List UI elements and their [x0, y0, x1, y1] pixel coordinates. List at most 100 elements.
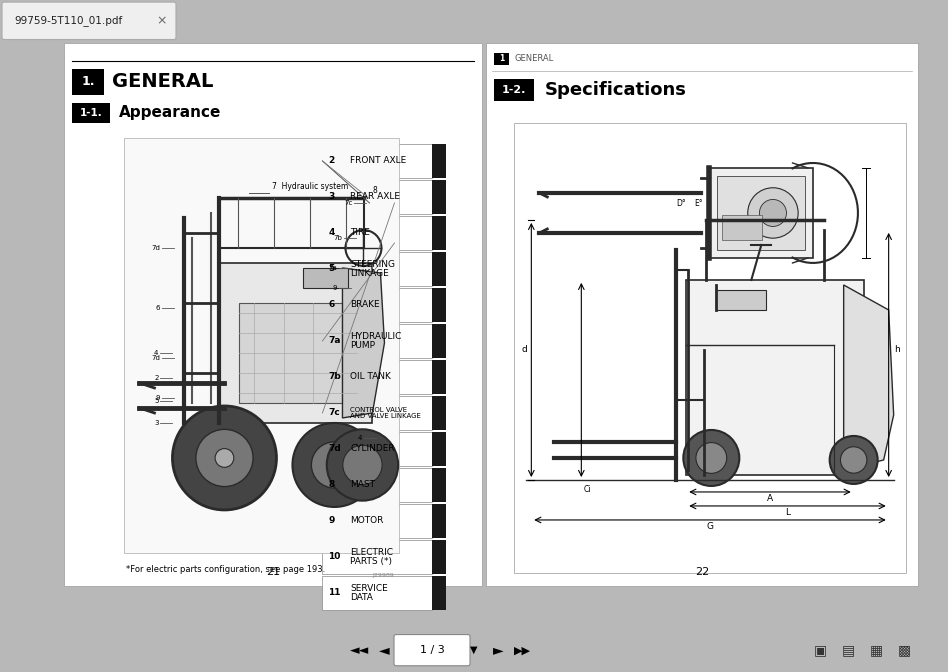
- Bar: [322, 360, 432, 394]
- Text: 9: 9: [333, 285, 337, 291]
- Circle shape: [759, 200, 787, 226]
- Circle shape: [327, 458, 342, 472]
- Text: 4: 4: [358, 435, 362, 441]
- Text: 3: 3: [154, 420, 158, 426]
- Bar: [432, 540, 447, 574]
- Text: 1.: 1.: [82, 75, 95, 89]
- Text: MOTOR: MOTOR: [351, 517, 384, 526]
- Text: TIRE: TIRE: [351, 228, 371, 237]
- Bar: [432, 396, 447, 430]
- Text: 8: 8: [328, 480, 335, 489]
- FancyBboxPatch shape: [394, 634, 470, 666]
- Text: REAR AXLE: REAR AXLE: [351, 192, 400, 202]
- Text: ×: ×: [156, 14, 167, 28]
- Text: ◄: ◄: [378, 643, 390, 657]
- Bar: [64, 43, 482, 586]
- Bar: [322, 180, 432, 214]
- Text: 22: 22: [695, 567, 709, 577]
- Circle shape: [841, 447, 866, 473]
- Bar: [303, 268, 349, 288]
- Text: 7d: 7d: [328, 444, 341, 454]
- Circle shape: [327, 429, 398, 501]
- Text: 7a: 7a: [328, 337, 341, 345]
- Text: h: h: [894, 345, 900, 354]
- Bar: [717, 176, 805, 250]
- Bar: [686, 280, 864, 475]
- Text: 7c: 7c: [328, 409, 340, 417]
- Text: 9: 9: [328, 517, 335, 526]
- Text: ▼: ▼: [470, 645, 478, 655]
- Circle shape: [684, 430, 739, 486]
- Text: 21: 21: [266, 567, 280, 577]
- Bar: [432, 504, 447, 538]
- Bar: [494, 53, 509, 65]
- Text: 6: 6: [328, 300, 335, 310]
- Text: 8: 8: [373, 186, 377, 195]
- Text: 4: 4: [328, 228, 335, 237]
- Bar: [432, 432, 447, 466]
- Text: ▤: ▤: [842, 643, 854, 657]
- Text: 5: 5: [328, 265, 335, 274]
- Text: G: G: [706, 522, 714, 531]
- Bar: [72, 103, 111, 123]
- Polygon shape: [342, 268, 385, 418]
- Text: Ci: Ci: [583, 485, 591, 494]
- Text: 4: 4: [155, 350, 158, 356]
- Text: d: d: [521, 345, 527, 354]
- Text: Appearance: Appearance: [118, 106, 221, 120]
- Bar: [322, 144, 432, 178]
- Text: A: A: [767, 494, 773, 503]
- Circle shape: [215, 449, 234, 467]
- Bar: [322, 432, 432, 466]
- Bar: [709, 168, 813, 258]
- Bar: [72, 69, 104, 95]
- Text: 6: 6: [156, 305, 160, 311]
- Circle shape: [748, 187, 798, 238]
- Text: J29989: J29989: [373, 573, 394, 578]
- Bar: [432, 576, 447, 610]
- Bar: [240, 303, 357, 403]
- Text: 5: 5: [155, 398, 158, 404]
- Text: OIL TANK: OIL TANK: [351, 372, 392, 382]
- Text: 11: 11: [328, 589, 341, 597]
- Bar: [432, 360, 447, 394]
- Bar: [432, 252, 447, 286]
- Circle shape: [173, 406, 277, 510]
- FancyBboxPatch shape: [2, 2, 176, 40]
- Text: 1 / 3: 1 / 3: [420, 645, 445, 655]
- Bar: [432, 468, 447, 502]
- Bar: [432, 288, 447, 322]
- Bar: [124, 138, 399, 553]
- Text: 10: 10: [328, 552, 341, 562]
- Bar: [432, 216, 447, 250]
- Text: 99759-5T110_01.pdf: 99759-5T110_01.pdf: [14, 15, 122, 26]
- Circle shape: [830, 436, 878, 484]
- Text: ◄◄: ◄◄: [351, 644, 370, 657]
- Circle shape: [293, 423, 376, 507]
- Bar: [721, 215, 762, 240]
- Bar: [432, 144, 447, 178]
- Bar: [322, 576, 432, 610]
- Bar: [322, 504, 432, 538]
- Bar: [322, 216, 432, 250]
- Text: ►: ►: [493, 643, 503, 657]
- Text: 3: 3: [328, 192, 335, 202]
- Text: ▣: ▣: [813, 643, 827, 657]
- Text: 7c: 7c: [344, 200, 353, 206]
- Text: L: L: [785, 508, 790, 517]
- Text: 1: 1: [500, 54, 504, 63]
- Polygon shape: [844, 285, 894, 470]
- Circle shape: [696, 443, 727, 473]
- Circle shape: [196, 429, 253, 487]
- Text: 1-2.: 1-2.: [502, 85, 526, 95]
- Text: 7b: 7b: [334, 235, 342, 241]
- Bar: [220, 263, 373, 423]
- Text: CYLINDER: CYLINDER: [351, 444, 395, 454]
- Text: D°: D°: [677, 199, 686, 208]
- Text: ▩: ▩: [898, 643, 911, 657]
- Text: 9: 9: [156, 395, 160, 401]
- Text: SERVICE
DATA: SERVICE DATA: [351, 583, 389, 602]
- Text: *For electric parts configuration, see page 193.: *For electric parts configuration, see p…: [126, 565, 326, 574]
- Bar: [494, 79, 535, 101]
- Text: 7b: 7b: [328, 372, 341, 382]
